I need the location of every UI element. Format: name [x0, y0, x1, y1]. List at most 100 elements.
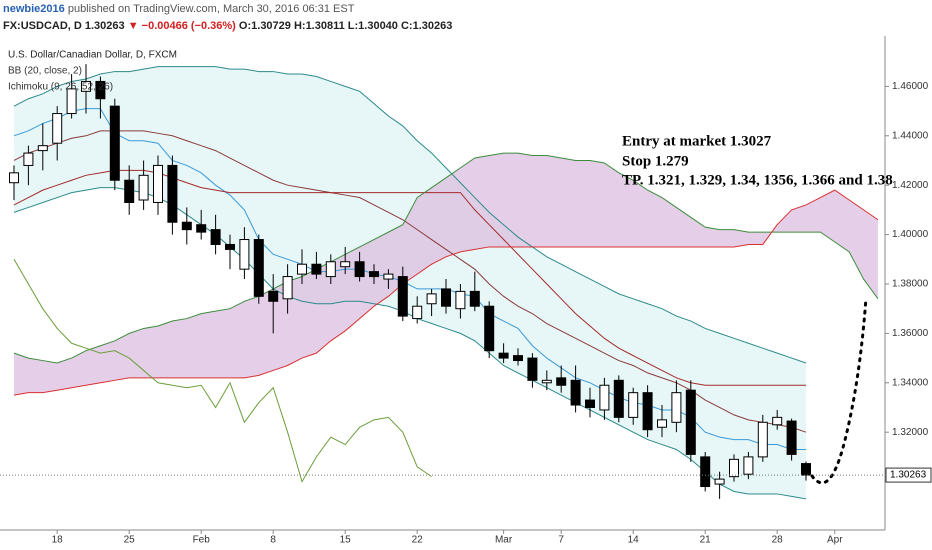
user[interactable]: newbie2016: [3, 3, 65, 15]
candle-body: [210, 229, 221, 245]
last-price-label: 1.30263: [890, 470, 927, 481]
candle-body: [412, 305, 423, 320]
y-tick-label: 1.40000: [892, 229, 929, 240]
candle-body: [369, 271, 379, 278]
candle-body: [642, 392, 653, 431]
candle-body: [23, 152, 34, 166]
legend-entry: Ichimoku (9, 26, 52, 26): [8, 82, 113, 93]
x-tick-label: 15: [340, 535, 352, 546]
indicator-line: [13, 169, 806, 386]
x-tick-label: Feb: [193, 535, 211, 546]
indicator-line: [13, 259, 432, 483]
y-tick-label: 1.44000: [892, 130, 929, 141]
candle-body: [268, 290, 279, 302]
y-tick-label: 1.34000: [892, 377, 929, 388]
candle-body: [311, 263, 322, 275]
candle-body: [585, 399, 595, 408]
candle-body: [81, 80, 91, 92]
candle-body: [628, 392, 639, 418]
x-tick-label: 7: [558, 535, 564, 546]
candle-body: [138, 174, 149, 201]
candle-body: [441, 288, 451, 307]
candle-body: [9, 172, 19, 184]
candle-body: [772, 416, 783, 426]
candle-body: [66, 88, 77, 115]
x-tick-label: 18: [52, 535, 64, 546]
candle-body: [801, 463, 811, 476]
candle-body: [455, 290, 466, 310]
candle-body: [181, 221, 192, 231]
publish-line: newbie2016 published on TradingView.com,…: [3, 3, 354, 15]
candle-body: [469, 290, 480, 307]
x-tick-label: 14: [628, 535, 640, 546]
candle-body: [743, 456, 754, 475]
indicator-line: [13, 130, 807, 433]
x-tick-label: 25: [124, 535, 136, 546]
candle-body: [325, 261, 336, 278]
candle-body: [167, 164, 178, 223]
candle-body: [714, 478, 725, 485]
y-tick-label: 1.46000: [892, 81, 929, 92]
candle-body: [786, 420, 797, 455]
candle-body: [297, 263, 307, 275]
y-tick-label: 1.42000: [892, 180, 929, 191]
indicator-line: [13, 66, 807, 364]
candle-body: [729, 458, 739, 478]
x-tick-label: Mar: [495, 535, 513, 546]
change: ▼ −0.00466 (−0.36%): [127, 20, 236, 32]
symbol-title: U.S. Dollar/Canadian Dollar, D, FXCM: [8, 50, 177, 61]
candle-body: [196, 224, 207, 233]
ohlc: O:1.30729 H:1.30811 L:1.30040 C:1.30263: [238, 20, 453, 32]
candle-body: [484, 305, 495, 352]
projection: [810, 296, 868, 485]
annotation: Entry at market 1.3027: [622, 133, 772, 149]
annotation: TP. 1.321, 1.329, 1.34, 1356, 1.366 and …: [622, 172, 893, 188]
y-tick-label: 1.36000: [892, 328, 929, 339]
candle-body: [52, 113, 63, 144]
symbol: FX:USDCAD, D 1.30263: [3, 20, 125, 32]
candle-body: [383, 273, 394, 280]
legend-entry: BB (20, close, 2): [8, 66, 82, 77]
candles: [9, 64, 811, 499]
symbol-line: FX:USDCAD, D 1.30263 ▼ −0.00466 (−0.36%)…: [3, 20, 452, 32]
candle-body: [426, 293, 437, 305]
published: published on TradingView.com, March 30, …: [67, 3, 355, 15]
x-tick-label: Apr: [827, 535, 843, 546]
candle-body: [397, 276, 408, 317]
candle-body: [109, 105, 120, 181]
candle-body: [700, 456, 711, 488]
y-tick-label: 1.38000: [892, 279, 929, 290]
candle-body: [657, 419, 667, 428]
candle-body: [95, 80, 106, 100]
candle-body: [253, 239, 264, 297]
last-price-box: [885, 467, 932, 483]
y-tick-label: 1.32000: [892, 427, 929, 438]
band-fill: [14, 153, 878, 396]
candle-body: [37, 145, 48, 152]
x-tick-label: 8: [270, 535, 276, 546]
indicator-line: [13, 189, 879, 396]
candle-body: [124, 179, 135, 203]
candle-body: [599, 384, 610, 411]
header: newbie2016 published on TradingView.com,…: [0, 0, 932, 36]
candle-body: [527, 357, 538, 381]
candle-body: [498, 352, 509, 359]
candle-body: [556, 377, 567, 386]
candle-body: [541, 379, 552, 384]
candle-body: [282, 276, 293, 300]
indicator-line: [13, 152, 879, 364]
candle-body: [757, 421, 768, 458]
candle-body: [671, 392, 682, 423]
candle-body: [513, 355, 523, 362]
candle-body: [570, 379, 581, 406]
candle-body: [239, 239, 250, 270]
candle-body: [153, 164, 163, 203]
candle-body: [225, 243, 235, 250]
annotation: Stop 1.279: [622, 153, 689, 169]
x-tick-label: 21: [700, 535, 712, 546]
candle-body: [354, 261, 365, 278]
candle-body: [613, 379, 624, 418]
x-tick-label: 28: [772, 535, 784, 546]
